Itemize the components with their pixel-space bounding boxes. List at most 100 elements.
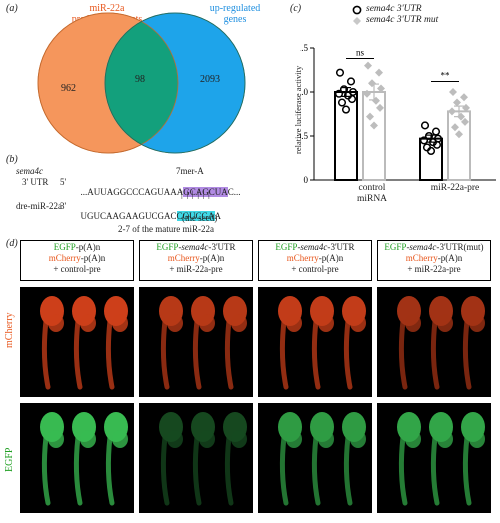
significance-label: ns xyxy=(356,48,365,58)
embryo xyxy=(342,412,366,506)
condition-box: EGFP-sema4c-3'UTR mCherry-p(A)n + control-… xyxy=(258,240,372,281)
data-point xyxy=(431,127,441,136)
condition-line-1: EGFP-sema4c-3'UTR xyxy=(140,242,252,253)
mcherry-suffix: -p(A)n xyxy=(199,253,225,263)
mcherry-suffix: -p(A)n xyxy=(318,253,344,263)
venn-overlap-count: 98 xyxy=(135,74,145,85)
data-point xyxy=(376,103,384,112)
utr-label: 3' UTR xyxy=(22,177,49,187)
mirna-prime: 3' xyxy=(60,201,67,211)
embryo xyxy=(223,412,247,506)
data-point xyxy=(457,112,465,121)
seed-note: (the seed) xyxy=(182,213,218,223)
condition-line-1: EGFP-p(A)n xyxy=(21,242,133,253)
mcherry-label: mCherry xyxy=(286,253,319,263)
condition-box: EGFP-sema4c-3'UTR mCherry-p(A)n + miR-22a-… xyxy=(139,240,253,281)
data-point xyxy=(455,130,463,139)
embryo xyxy=(397,296,421,390)
utr-seq-pre: ...AUUAGGCCCAGUAAA xyxy=(80,187,184,197)
condition-line-1: EGFP-sema4c-3'UTR(mut) xyxy=(378,242,490,253)
embryo xyxy=(104,296,128,390)
y-tick-label: 1.0 xyxy=(300,87,309,97)
egfp-label: EGFP xyxy=(53,242,76,252)
construct-suffix: 3'UTR(mut) xyxy=(439,242,484,252)
data-point xyxy=(451,123,459,132)
x-category-2: miR-22a-pre xyxy=(430,183,480,193)
pairing-bars: |||||| xyxy=(181,189,214,199)
construct-mid: -p(A)n xyxy=(75,242,101,252)
embryo xyxy=(191,296,215,390)
row-label-mcherry: mCherry xyxy=(4,312,15,348)
mcherry-label: mCherry xyxy=(48,253,81,263)
condition-line-2: mCherry-p(A)n xyxy=(378,253,490,264)
legend-series-1: sema4c 3'UTR xyxy=(366,4,422,14)
y-tick-label: 1.5 xyxy=(300,43,309,53)
data-point xyxy=(375,68,383,77)
panel-d-label: (d) xyxy=(6,238,18,249)
legend-series-2: sema4c 3'UTR mut xyxy=(366,15,439,25)
embryo xyxy=(429,412,453,506)
mcherry-label: mCherry xyxy=(167,253,200,263)
data-point xyxy=(335,68,345,77)
gene-name: sema4c xyxy=(16,166,43,176)
venn-right-title: up-regulated genes xyxy=(209,3,261,25)
mirna-name: dre-miR-22a xyxy=(16,201,62,211)
data-point xyxy=(460,93,468,102)
embryo xyxy=(461,412,485,506)
utr-prime: 5' xyxy=(60,177,67,187)
embryo xyxy=(429,296,453,390)
egfp-label: EGFP xyxy=(384,242,407,252)
data-point xyxy=(346,77,356,86)
construct-suffix: 3'UTR xyxy=(211,242,236,252)
mirna-seq-pre: UGUCAAGAAGUCGAC xyxy=(80,211,177,221)
data-point xyxy=(372,96,380,105)
construct-mid: -sema4c- xyxy=(406,242,440,252)
embryo xyxy=(72,412,96,506)
embryo xyxy=(397,412,421,506)
data-point xyxy=(366,112,374,121)
condition-line-3: + control-pre xyxy=(53,264,101,274)
embryo-image-egfp xyxy=(258,403,372,513)
data-point xyxy=(424,131,434,141)
embryo-image-egfp xyxy=(20,403,134,513)
seed-description: 2-7 of the mature miR-22a xyxy=(118,224,214,234)
embryo-image-mcherry xyxy=(20,287,134,397)
utr-seq-site: GCAGCUA xyxy=(183,187,228,197)
embryo xyxy=(278,412,302,506)
data-point xyxy=(432,140,442,149)
embryo-image-egfp xyxy=(139,403,253,513)
embryo xyxy=(461,296,485,390)
embryo xyxy=(310,412,334,506)
condition-line-3: + miR-22a-pre xyxy=(169,264,223,274)
condition-line-2: mCherry-p(A)n xyxy=(140,253,252,264)
venn-diagram xyxy=(37,12,246,154)
utr-seq-post: C... xyxy=(227,187,241,197)
embryo xyxy=(342,296,366,390)
embryo-image-mcherry xyxy=(258,287,372,397)
condition-box: EGFP-sema4c-3'UTR(mut) mCherry-p(A)n + miR… xyxy=(377,240,491,281)
data-point xyxy=(449,88,457,96)
y-tick-label: 0.5 xyxy=(300,131,309,141)
condition-line-2: mCherry-p(A)n xyxy=(21,253,133,264)
luciferase-chart: 0 0.5 1.0 1.5 ns ** xyxy=(300,43,496,185)
data-point xyxy=(347,94,357,104)
data-point xyxy=(426,146,436,156)
data-point xyxy=(339,85,349,94)
embryo xyxy=(40,412,64,506)
condition-line-1: EGFP-sema4c-3'UTR xyxy=(259,242,371,253)
site-label: 7mer-A xyxy=(176,166,204,176)
mirna-seq-post: A xyxy=(214,211,222,221)
data-point xyxy=(448,107,456,116)
data-point xyxy=(363,89,371,98)
embryo xyxy=(159,412,183,506)
data-point xyxy=(453,98,461,107)
embryo xyxy=(72,296,96,390)
mirna-sequence: UGUCAAGAAGUCGACCGUCGAA xyxy=(76,201,221,221)
mirna-seq-seed: CGUCGA xyxy=(176,211,215,221)
egfp-label: EGFP xyxy=(275,242,298,252)
data-point xyxy=(419,136,429,145)
data-point xyxy=(341,105,351,114)
venn-right-count: 2093 xyxy=(200,74,220,85)
x-category-1: control miRNA xyxy=(356,183,388,204)
embryo xyxy=(310,296,334,390)
